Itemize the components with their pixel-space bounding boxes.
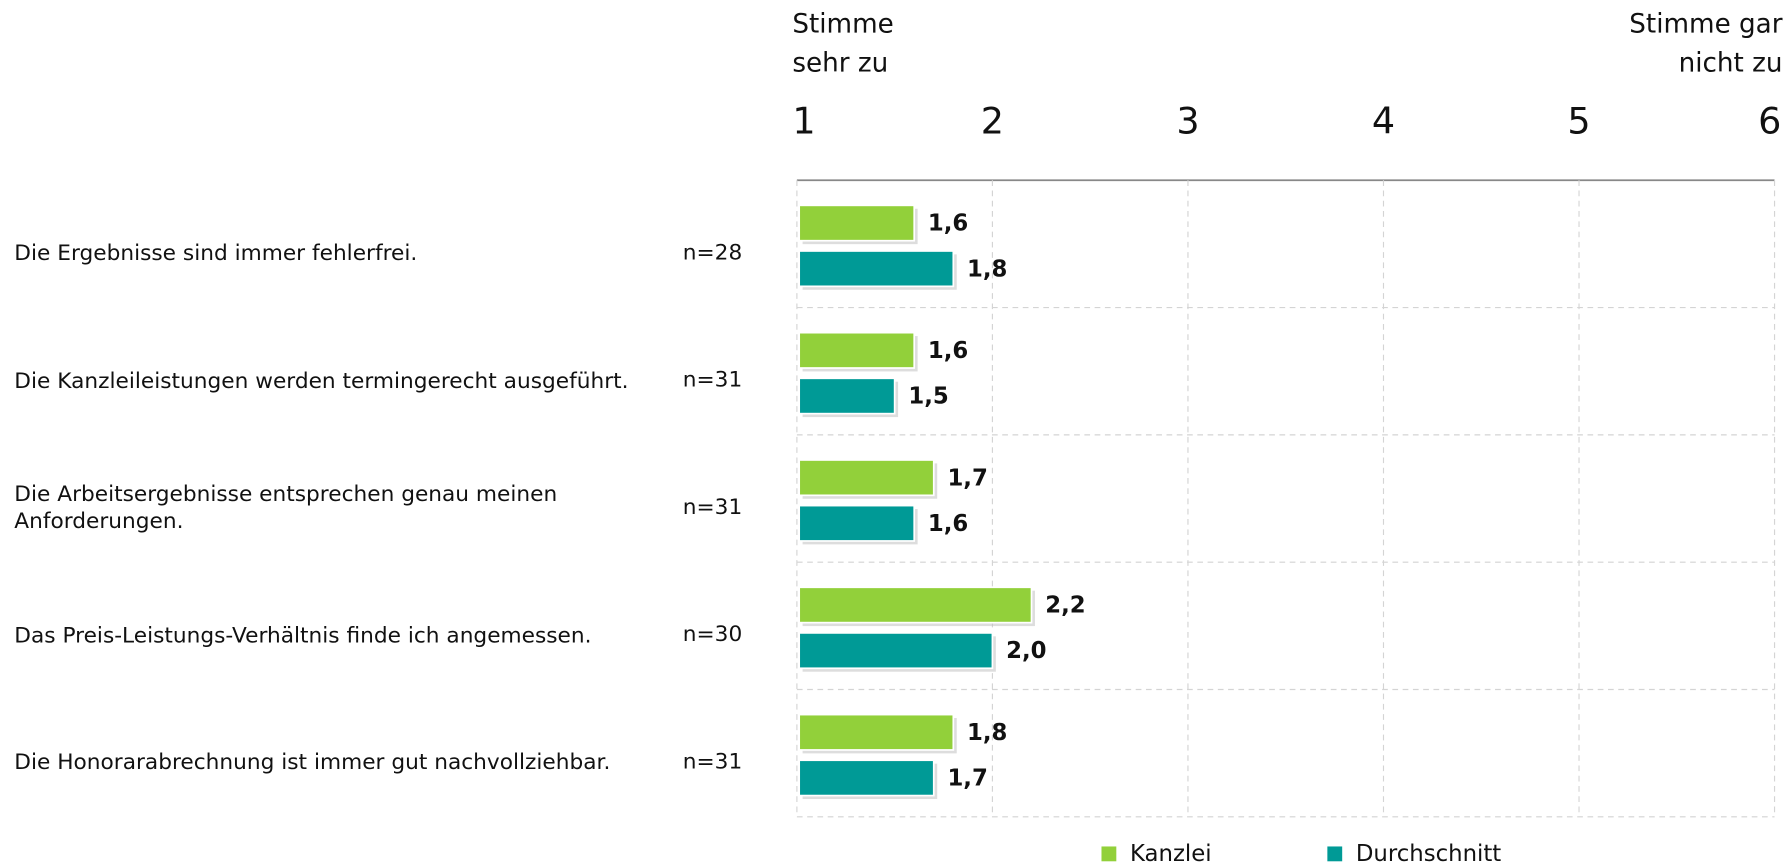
category-label: Die Ergebnisse sind immer fehlerfrei.	[14, 240, 418, 266]
legend-label: Kanzlei	[1130, 841, 1212, 867]
x-tick-label: 2	[981, 100, 1004, 143]
axis-end-label: sehr zu	[792, 48, 888, 78]
bar	[798, 632, 994, 670]
category-label-box: Das Preis-Leistungs-Verhältnis finde ich…	[14, 622, 592, 648]
n-label: n=30	[683, 622, 742, 647]
value-label: 1,5	[908, 384, 948, 410]
x-tick-label: 4	[1372, 100, 1395, 143]
n-label: n=31	[683, 368, 742, 393]
bar	[798, 377, 896, 415]
value-label: 1,6	[928, 338, 968, 364]
category-label-box: Die Arbeitsergebnisse entsprechen genau …	[14, 481, 558, 535]
category-label: Das Preis-Leistungs-Verhältnis finde ich…	[14, 622, 592, 648]
x-tick-label: 1	[792, 100, 815, 143]
axis-end-label: nicht zu	[1679, 48, 1783, 78]
category-label: Die Kanzleileistungen werden termingerec…	[14, 368, 629, 394]
bar	[798, 713, 955, 751]
category-label: Die Honorarabrechnung ist immer gut nach…	[14, 749, 611, 776]
bar	[798, 586, 1033, 624]
x-tick-label: 6	[1758, 100, 1781, 143]
x-tick-label: 5	[1567, 100, 1590, 143]
axis-end-label: Stimme gar	[1629, 10, 1782, 40]
value-label: 1,6	[928, 511, 968, 537]
category-label-box: Die Ergebnisse sind immer fehlerfrei.	[14, 240, 418, 266]
axis-end-label: Stimme	[792, 10, 893, 40]
value-label: 2,2	[1045, 593, 1085, 619]
value-label: 2,0	[1006, 638, 1046, 664]
legend-swatch	[1101, 846, 1117, 862]
bar	[798, 204, 916, 242]
bar	[798, 459, 935, 497]
value-label: 1,7	[947, 465, 987, 491]
legend-label: Durchschnitt	[1356, 841, 1501, 867]
bar	[798, 331, 916, 369]
category-label-box: Die Kanzleileistungen werden termingerec…	[14, 368, 629, 394]
bar	[798, 250, 955, 288]
x-tick-label: 3	[1176, 100, 1199, 143]
bar	[798, 759, 935, 797]
n-label: n=31	[683, 495, 742, 520]
legend-swatch	[1327, 846, 1343, 862]
n-label: n=28	[683, 240, 742, 265]
value-label: 1,8	[967, 256, 1007, 282]
value-label: 1,6	[928, 211, 968, 237]
n-label: n=31	[683, 750, 742, 775]
value-label: 1,8	[967, 720, 1007, 746]
category-label: Die Arbeitsergebnisse entsprechen genau …	[14, 481, 558, 535]
value-label: 1,7	[947, 766, 987, 792]
category-label-box: Die Honorarabrechnung ist immer gut nach…	[14, 749, 611, 776]
bar	[798, 504, 916, 542]
